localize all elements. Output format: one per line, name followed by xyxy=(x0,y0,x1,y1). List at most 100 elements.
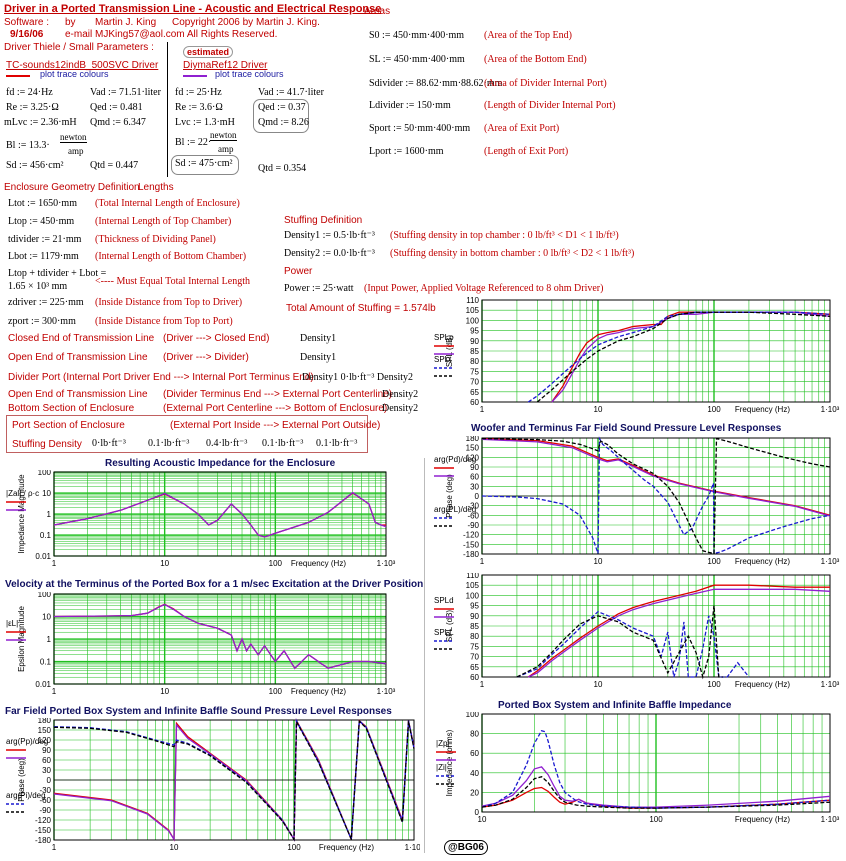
y-tick-label: 110 xyxy=(466,573,479,580)
left-lvc: mLvc := 2.36·mH xyxy=(4,117,77,128)
left-sd: Sd := 456·cm² xyxy=(6,160,64,171)
x-tick-label: 10 xyxy=(160,687,169,696)
total-stuffing: Total Amount of Stuffing = 1.574lb xyxy=(286,303,436,314)
geometry-title: Enclosure Geometry Definition xyxy=(4,182,140,193)
area-eq: Sdivider := 88.62·mm·88.62·mm xyxy=(369,78,503,89)
stuffing-density-value: 0.4·lb·ft⁻³ xyxy=(206,438,248,449)
y-tick-label: 90 xyxy=(470,337,479,346)
right-driver-name: DiymaRef12 Driver xyxy=(183,60,268,71)
y-tick-label: 180 xyxy=(466,436,480,443)
legend-label: arg(PL)/deg xyxy=(434,505,476,514)
x-tick-label: 1·10³ xyxy=(821,405,840,414)
y-tick-label: -90 xyxy=(39,806,51,815)
y-axis-label: Phase (deg) xyxy=(17,758,26,802)
x-tick-label: 100 xyxy=(287,843,301,852)
geometry-desc: (Thickness of Dividing Panel) xyxy=(95,234,216,245)
y-tick-label: 0.01 xyxy=(35,680,51,689)
x-tick-label: 1·10³ xyxy=(821,557,840,566)
y-tick-label: -180 xyxy=(35,836,52,845)
series-line xyxy=(481,766,831,808)
y-tick-label: 20 xyxy=(470,788,479,797)
x-axis-label: Frequency (Hz) xyxy=(291,687,346,696)
series-line xyxy=(551,311,831,403)
legend-label: arg(Pi)/deg xyxy=(6,791,46,800)
port-section-name: Port Section of Enclosure xyxy=(12,420,125,431)
zport-eq: zport := 300·mm xyxy=(8,316,76,327)
right-bl: Bl := 22· xyxy=(175,137,212,148)
column-separator xyxy=(424,458,425,853)
left-trace-swatch xyxy=(6,75,30,77)
series-line xyxy=(527,584,830,678)
right-qed: Qed := 0.37 xyxy=(258,102,306,113)
right-sd: Sd := 475·cm² xyxy=(175,158,233,169)
y-axis-label: SPL (dB) xyxy=(445,610,454,642)
y-tick-label: 100 xyxy=(466,712,480,719)
legend-label: arg(Pd)/deg xyxy=(434,455,476,464)
plot-frame xyxy=(53,471,387,557)
copyright-text: Copyright 2006 by Martin J. King. xyxy=(172,17,320,28)
section-path: (External Port Centerline ---> Bottom of… xyxy=(163,403,388,414)
section-name: Open End of Transmission Line xyxy=(8,352,148,363)
chart-title-velocity: Velocity at the Terminus of the Ported B… xyxy=(5,579,424,590)
y-tick-label: 85 xyxy=(470,622,479,631)
geometry-eq: Ltop := 450·mm xyxy=(8,216,75,227)
right-q-box xyxy=(253,99,309,133)
left-qmd: Qmd := 6.347 xyxy=(90,117,146,128)
density2-eq: Density2 := 0.0·lb·ft⁻³ xyxy=(284,248,375,259)
y-tick-label: -150 xyxy=(463,540,480,549)
y-tick-label: 10 xyxy=(42,613,51,622)
y-tick-label: 80 xyxy=(470,632,479,641)
y-tick-label: 40 xyxy=(470,769,479,778)
left-fd: fd := 24·Hz xyxy=(6,87,53,98)
y-tick-label: 80 xyxy=(470,357,479,366)
y-tick-label: 65 xyxy=(470,663,479,672)
y-tick-label: 60 xyxy=(470,749,479,758)
y-tick-label: -60 xyxy=(467,511,479,520)
x-tick-label: 1·10³ xyxy=(821,815,840,824)
y-tick-label: 150 xyxy=(466,444,480,453)
left-plot-trace-label: plot trace colours xyxy=(40,69,109,79)
density2-desc: (Stuffing density in bottom chamber : 0 … xyxy=(390,248,635,259)
x-tick-label: 100 xyxy=(707,557,721,566)
x-tick-label: 100 xyxy=(707,405,721,414)
section-name: Divider Port (Internal Port Driver End -… xyxy=(8,372,314,383)
stuffing-title: Stuffing Definition xyxy=(284,215,363,226)
driver-divider-line xyxy=(167,42,168,177)
y-tick-label: 95 xyxy=(470,327,479,336)
zport-desc: (Inside Distance from Top to Port) xyxy=(95,316,233,327)
series-line xyxy=(53,603,387,670)
area-desc: (Area of the Bottom End) xyxy=(484,54,587,65)
areas-title: Areas xyxy=(364,6,391,17)
y-tick-label: -120 xyxy=(35,816,52,825)
area-eq: Sport := 50·mm·400·mm xyxy=(369,123,471,134)
legend-label: |Zi| xyxy=(436,763,447,772)
x-tick-label: 1 xyxy=(480,680,485,689)
stuffing-density-value: 0.1·lb·ft⁻³ xyxy=(316,438,358,449)
y-tick-label: 100 xyxy=(38,470,52,477)
port-section-path: (External Port Inside ---> External Port… xyxy=(170,420,381,431)
zdriver-desc: (Inside Distance from Top to Driver) xyxy=(95,297,243,308)
area-desc: (Area of the Top End) xyxy=(484,30,572,41)
left-re: Re := 3.25·Ω xyxy=(6,102,59,113)
density1-desc: (Stuffing density in top chamber : 0 lb/… xyxy=(390,230,619,241)
series-line xyxy=(527,311,831,403)
x-tick-label: 1 xyxy=(480,557,485,566)
series-line xyxy=(536,311,831,403)
x-tick-label: 10 xyxy=(594,557,603,566)
y-tick-label: 0.1 xyxy=(40,531,52,540)
y-tick-label: 180 xyxy=(38,718,52,725)
area-desc: (Area of Exit Port) xyxy=(484,123,560,134)
y-tick-label: 100 xyxy=(466,591,480,600)
y-tick-label: -180 xyxy=(463,550,480,559)
geometry-eq: Ltot := 1650·mm xyxy=(8,198,77,209)
area-eq: S0 := 450·mm·400·mm xyxy=(369,30,465,41)
y-tick-label: 0 xyxy=(475,808,480,817)
y-tick-label: 0 xyxy=(475,492,480,501)
plot-frame xyxy=(481,299,831,403)
estimated-badge: estimated xyxy=(183,46,234,58)
x-tick-label: 1·10³ xyxy=(821,680,840,689)
